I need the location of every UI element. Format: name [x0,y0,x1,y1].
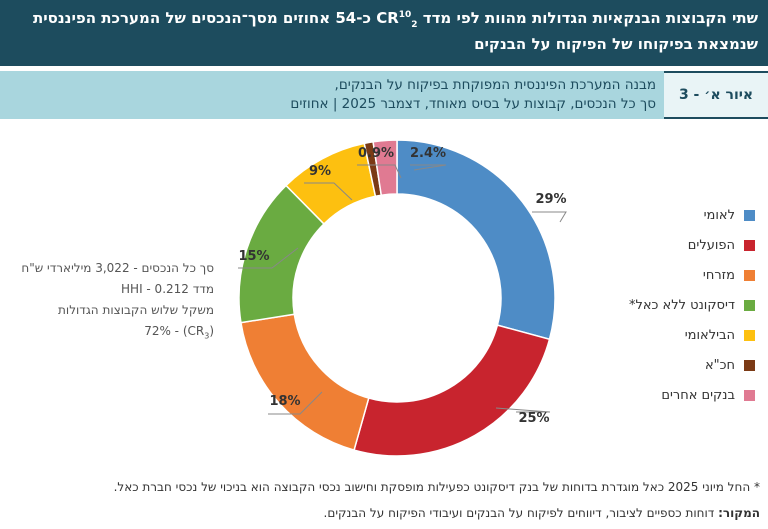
legend-swatch-5 [744,329,755,341]
leader-line-5 [304,182,353,201]
legend-label-6: חכ"א [704,357,735,373]
legend-item-3: מזרחי [703,265,755,285]
legend-label-7: בנקים אחרים [661,387,735,403]
legend-item-1: לאומי [704,205,755,225]
legend-swatch-2 [744,239,755,251]
legend-item-4: דיסקונט ללא כאל* [629,295,755,315]
source-note: המקור: דוחות כספיים לציבור, דיווחים לפיק… [324,506,760,520]
header-title-part-a: שתי הקבוצות הבנקאיות הגדולות מהוות לפי מ… [376,9,758,27]
donut-slices [238,139,556,457]
legend-label-4: דיסקונט ללא כאל* [628,297,735,313]
legend-item-2: הפועלים [688,235,755,255]
stats-total-assets: סך כל הנכסים - 3,022 מיליארדי ש"ח [21,261,214,275]
legend-swatch-7 [744,389,755,401]
stats-cr3-value: (CR3 ) - 72% [21,321,214,346]
cr3-suffix: ) - 72% [144,324,188,338]
leader-line-3 [268,391,323,415]
header-title-line1: שתי הקבוצות הבנקאיות הגדולות מהוות לפי מ… [33,9,758,30]
donut-slice-7 [372,139,398,197]
donut-slice-3 [240,313,370,451]
data-labels: 29% 25% 18% 15% 9% 0.9% 2.4% [238,146,566,426]
donut-slice-2 [353,324,551,457]
cr3-prefix: (CR [187,324,215,338]
figure-title-band: איור א׳ - 3 מבנה המערכת הפיננסית המפוקחת… [0,71,768,119]
leader-line-6 [357,164,402,179]
leader-line-7 [410,164,447,171]
figure-label: איור א׳ - 3 [664,71,768,119]
legend-item-7: בנקים אחרים [661,385,755,405]
legend-label-1: לאומי [703,207,735,223]
source-text: דוחות כספיים לציבור, דיווחים לפיקוח על ה… [323,506,719,520]
legend-item-5: הבילאומי [685,325,755,345]
figure-title-line2: סך כל הנכסים, קבוצות על בסיס מאוחד, דצמב… [290,96,656,112]
legend-label-2: הפועלים [687,237,735,253]
data-label-6: 0.9% [358,146,394,161]
legend-item-6: חכ"א [705,355,755,375]
leader-line-4 [238,247,299,269]
legend-swatch-3 [744,269,755,281]
data-label-2: 25% [518,411,549,426]
footnote: * החל מיוני 2025 כאל מוגדרת בדוחות של בנ… [113,480,760,494]
footnote-ref: 10 [398,10,412,20]
header-title-part-b: כ-54 אחוזים מסך־הנכסים של המערכת הפיננסי… [33,9,377,27]
cr3-subscript: 3 [204,331,210,341]
chart-stats-annotation: סך כל הנכסים - 3,022 מיליארדי ש"ח מדד HH… [21,258,214,346]
cr-subscript: 2 [411,20,418,30]
data-label-5: 9% [309,164,331,179]
legend-swatch-1 [744,209,755,221]
data-label-3: 18% [269,394,300,409]
header-title-line2: שנמצאת בפיקוחו של הפיקוח על הבנקים [474,35,758,53]
stats-cr3-label: משקל שלוש הקבוצות הגדולות [58,303,214,317]
legend-label-5: הבילאומי [684,327,735,343]
legend-label-3: מזרחי [702,267,735,283]
figure-title: מבנה המערכת הפיננסית המפוקחת בפיקוח על ה… [290,76,656,114]
leader-line-2 [495,407,551,413]
legend-swatch-6 [744,359,755,371]
page-header: שתי הקבוצות הבנקאיות הגדולות מהוות לפי מ… [0,0,768,66]
stats-hhi: מדד HHI - 0.212 [121,282,214,296]
data-label-4: 15% [238,249,269,264]
donut-slice-1 [396,139,556,341]
legend-swatch-4 [744,299,755,311]
source-label: המקור: [718,506,760,520]
data-label-1: 29% [535,192,566,207]
label-leader-lines [238,164,567,415]
figure-title-line1: מבנה המערכת הפיננסית המפוקחת בפיקוח על ה… [334,77,656,93]
data-label-7: 2.4% [410,146,446,161]
leader-line-1 [532,211,567,223]
